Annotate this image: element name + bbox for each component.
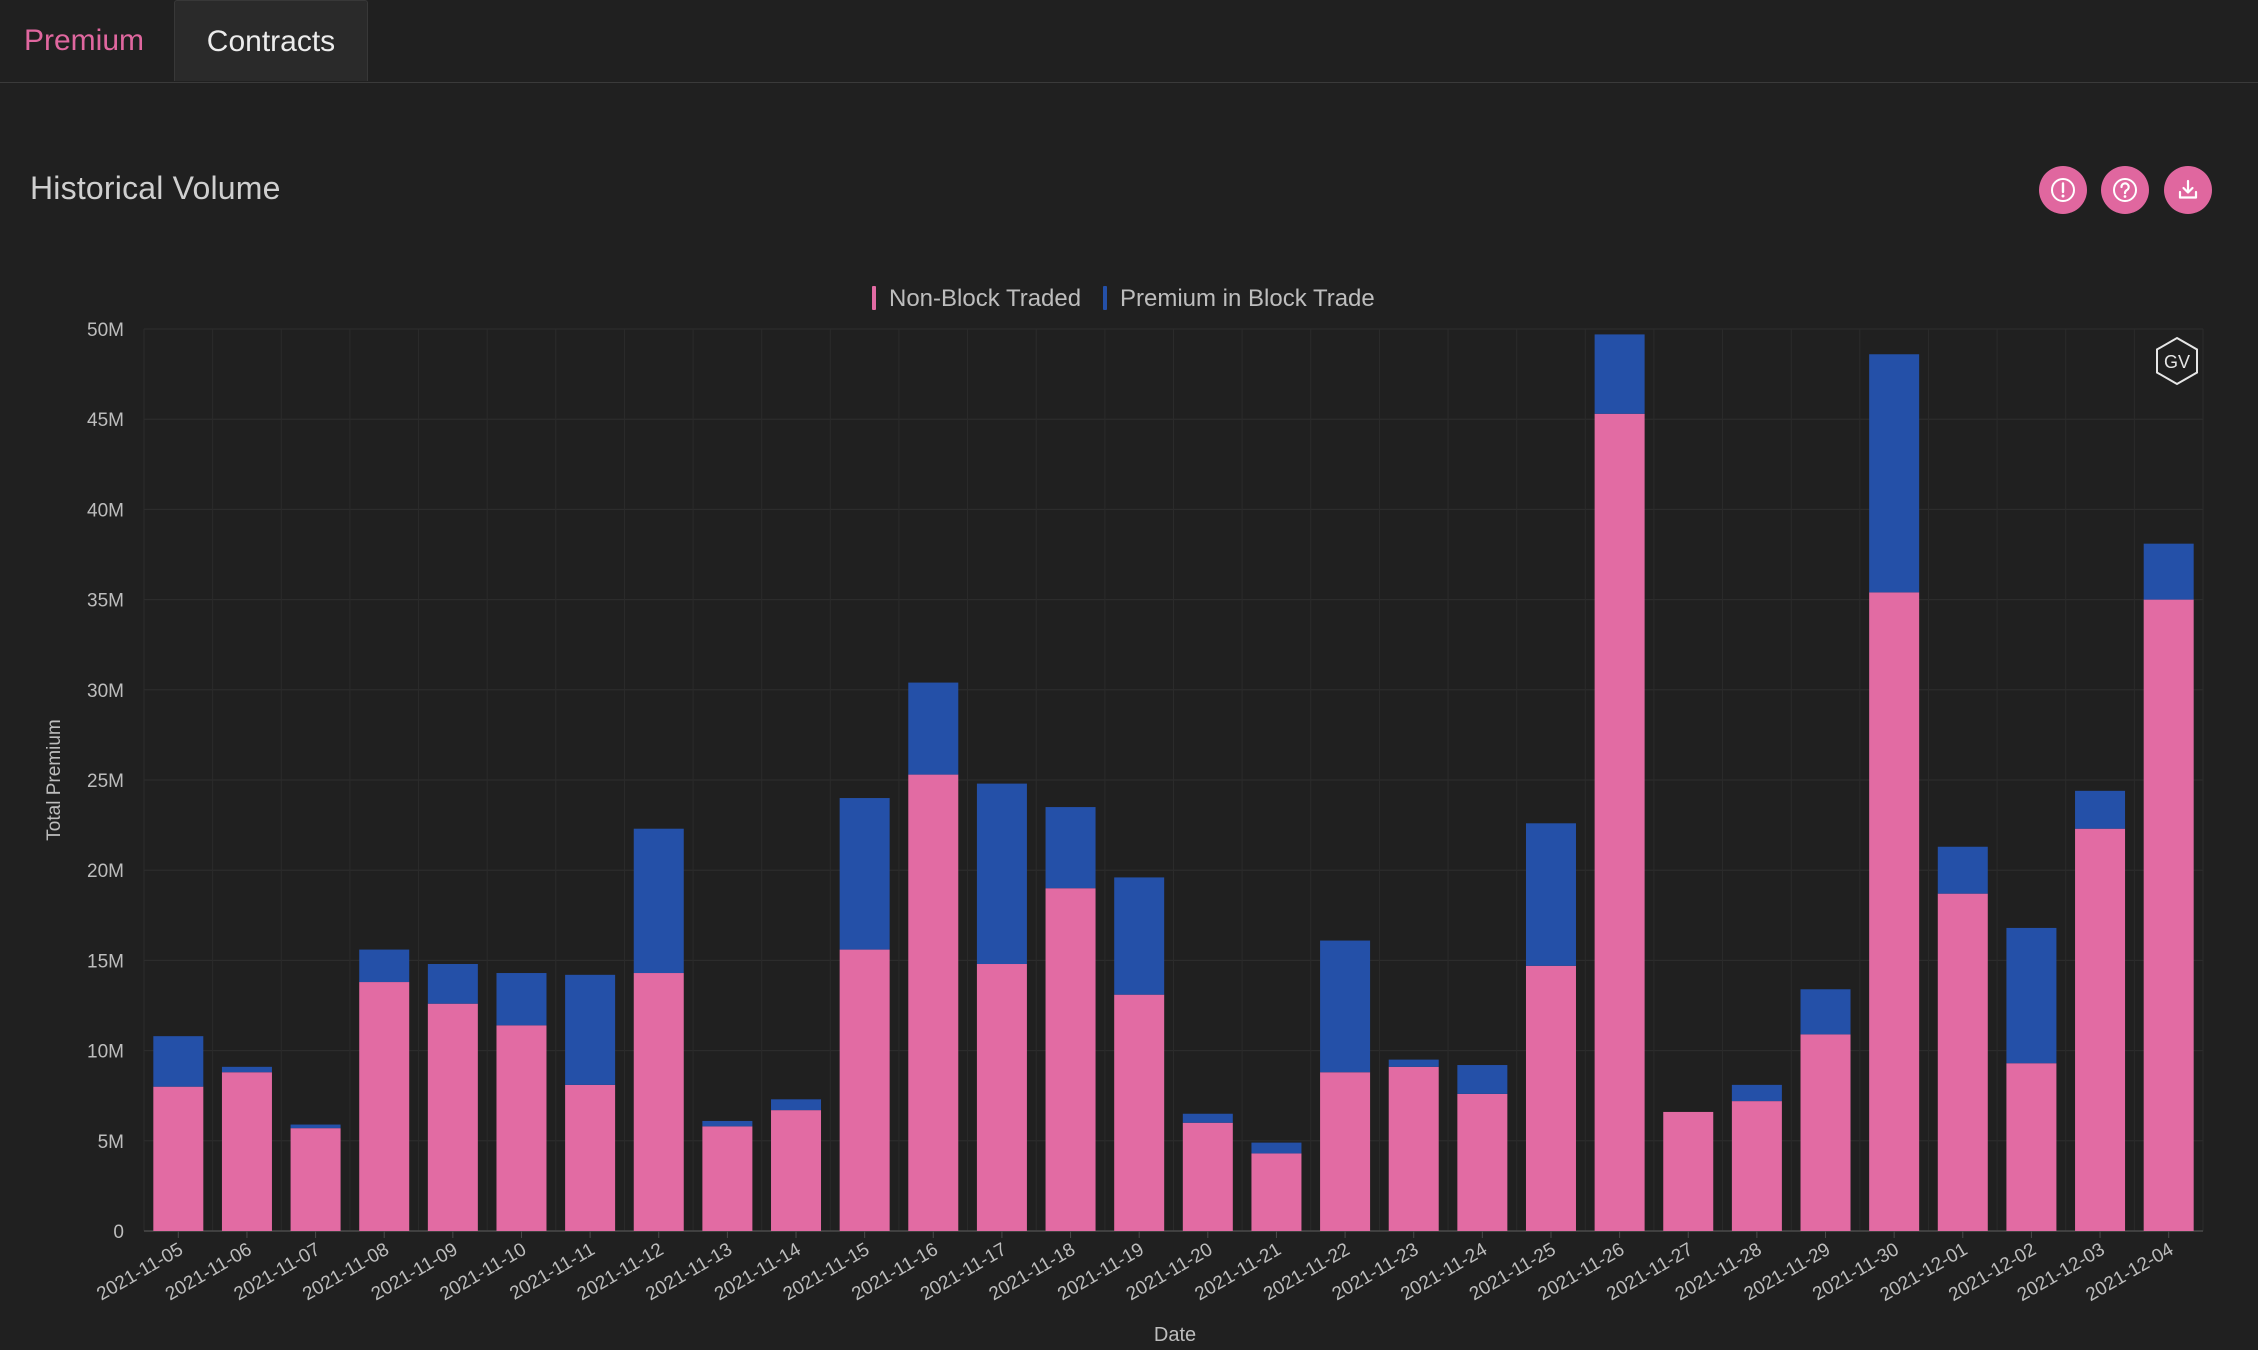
bar-non-block[interactable] — [1800, 1034, 1851, 1231]
bar-non-block[interactable] — [565, 1084, 616, 1231]
bar-non-block[interactable] — [2075, 828, 2126, 1231]
bar-non-block[interactable] — [1320, 1072, 1371, 1231]
help-button[interactable] — [2101, 166, 2149, 214]
x-axis-title: Date — [1154, 1324, 1196, 1346]
bar-block-trade[interactable] — [221, 1066, 272, 1073]
gv-watermark-icon: GV — [2156, 336, 2198, 386]
bar-non-block[interactable] — [771, 1110, 822, 1231]
bar-non-block[interactable] — [1045, 888, 1096, 1231]
bar-block-trade[interactable] — [1937, 846, 1988, 894]
bar-non-block[interactable] — [427, 1003, 478, 1231]
bar-block-trade[interactable] — [2006, 927, 2057, 1064]
bar-block-trade[interactable] — [633, 828, 684, 974]
bar-non-block[interactable] — [839, 949, 890, 1231]
bar-non-block[interactable] — [1594, 413, 1645, 1232]
y-tick-label: 40M — [87, 500, 124, 521]
bar-block-trade[interactable] — [1251, 1142, 1302, 1154]
bar-non-block[interactable] — [1869, 592, 1920, 1231]
bar-non-block[interactable] — [1388, 1066, 1439, 1231]
legend-swatch-non-block — [872, 286, 876, 310]
section-title: Historical Volume — [30, 170, 281, 206]
download-icon — [2178, 179, 2198, 199]
bar-block-trade[interactable] — [1045, 807, 1096, 889]
bar-block-trade[interactable] — [771, 1099, 822, 1111]
y-tick-label: 10M — [87, 1042, 124, 1063]
legend-label-non-block[interactable]: Non-Block Traded — [889, 285, 1081, 312]
bar-block-trade[interactable] — [359, 949, 410, 983]
y-tick-label: 50M — [87, 320, 124, 341]
legend-swatch-block — [1103, 286, 1107, 310]
bar-block-trade[interactable] — [565, 974, 616, 1085]
legend-label-block[interactable]: Premium in Block Trade — [1120, 285, 1375, 312]
bar-non-block[interactable] — [976, 964, 1027, 1231]
bar-non-block[interactable] — [359, 982, 410, 1231]
bar-block-trade[interactable] — [427, 964, 478, 1004]
bar-block-trade[interactable] — [702, 1120, 753, 1127]
bar-non-block[interactable] — [702, 1126, 753, 1231]
bar-block-trade[interactable] — [1114, 877, 1165, 995]
bar-non-block[interactable] — [153, 1086, 204, 1231]
bar-block-trade[interactable] — [2075, 790, 2126, 829]
bar-block-trade[interactable] — [1320, 940, 1371, 1073]
bar-non-block[interactable] — [2006, 1063, 2057, 1231]
y-tick-label: 45M — [87, 410, 124, 431]
bar-block-trade[interactable] — [839, 798, 890, 950]
bar-block-trade[interactable] — [1525, 823, 1576, 966]
bar-block-trade[interactable] — [976, 783, 1027, 965]
y-tick-label: 30M — [87, 681, 124, 702]
bar-non-block[interactable] — [1937, 893, 1988, 1231]
bar-block-trade[interactable] — [153, 1036, 204, 1087]
bar-non-block[interactable] — [1182, 1122, 1233, 1231]
bar-non-block[interactable] — [908, 774, 959, 1231]
bar-non-block[interactable] — [2143, 599, 2194, 1231]
bar-non-block[interactable] — [1457, 1093, 1508, 1231]
y-tick-label: 15M — [87, 951, 124, 972]
tab-bar: Premium Contracts — [0, 0, 2258, 83]
chart-legend: Non-Block Traded Premium in Block Trade — [872, 285, 1375, 312]
bar-block-trade[interactable] — [1388, 1059, 1439, 1067]
alert-button[interactable] — [2039, 166, 2087, 214]
bar-non-block[interactable] — [290, 1128, 341, 1231]
bar-block-trade[interactable] — [496, 973, 547, 1026]
y-tick-label: 0 — [113, 1222, 124, 1243]
watermark-text: GV — [2164, 352, 2190, 372]
y-tick-label: 35M — [87, 591, 124, 612]
bar-non-block[interactable] — [496, 1025, 547, 1231]
bar-non-block[interactable] — [1731, 1101, 1782, 1231]
bar-non-block[interactable] — [1663, 1111, 1714, 1231]
y-tick-label: 20M — [87, 861, 124, 882]
bar-block-trade[interactable] — [1457, 1065, 1508, 1094]
bar-non-block[interactable] — [1114, 994, 1165, 1231]
bar-non-block[interactable] — [1251, 1153, 1302, 1231]
bar-non-block[interactable] — [221, 1072, 272, 1231]
y-tick-label: 25M — [87, 771, 124, 792]
bar-block-trade[interactable] — [1182, 1113, 1233, 1123]
tab-premium[interactable]: Premium — [23, 24, 144, 57]
tab-contracts[interactable]: Contracts — [174, 0, 368, 81]
bar-block-trade[interactable] — [1800, 989, 1851, 1035]
bar-block-trade[interactable] — [2143, 543, 2194, 600]
bar-block-trade[interactable] — [1869, 354, 1920, 593]
y-axis-title: Total Premium — [44, 719, 65, 840]
y-tick-label: 5M — [98, 1132, 124, 1153]
bar-block-trade[interactable] — [908, 682, 959, 775]
alert-icon — [2051, 178, 2075, 202]
help-icon — [2113, 178, 2137, 202]
bar-non-block[interactable] — [1525, 965, 1576, 1231]
download-button[interactable] — [2164, 166, 2212, 214]
bar-non-block[interactable] — [633, 973, 684, 1231]
bar-block-trade[interactable] — [1731, 1084, 1782, 1102]
bar-block-trade[interactable] — [290, 1124, 341, 1129]
bar-block-trade[interactable] — [1594, 334, 1645, 414]
